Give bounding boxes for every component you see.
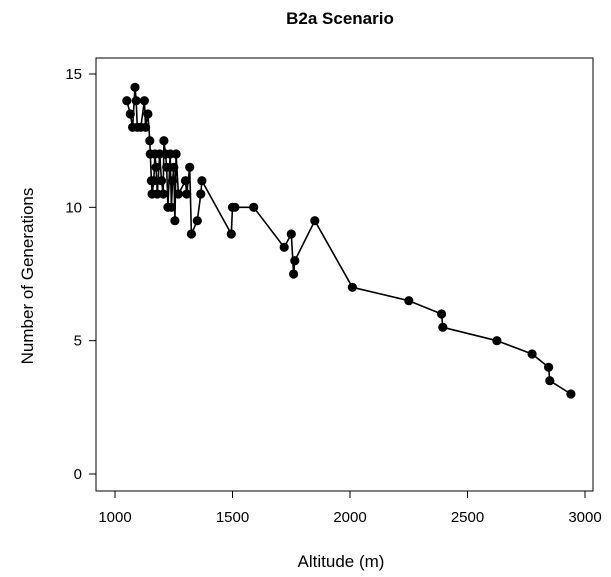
data-point [145, 136, 155, 146]
data-point [125, 109, 135, 119]
data-point [186, 229, 196, 239]
data-point [185, 162, 195, 172]
data-point [347, 282, 357, 292]
data-point [492, 336, 502, 346]
series-line-path [126, 86, 572, 395]
y-axis-label: Number of Generations [18, 188, 37, 365]
data-point [162, 162, 172, 172]
data-point [230, 202, 240, 212]
data-point [279, 242, 289, 252]
data-point [566, 389, 576, 399]
data-point [139, 96, 149, 106]
data-point [290, 256, 300, 266]
data-point [437, 309, 447, 319]
x-tick-label: 2000 [333, 509, 366, 526]
data-point [527, 349, 537, 359]
data-point [131, 96, 141, 106]
data-point [122, 96, 132, 106]
x-tick-label: 3000 [568, 509, 601, 526]
data-point [170, 216, 180, 226]
x-tick-label: 1500 [216, 509, 249, 526]
data-point [249, 202, 259, 212]
y-tick-label: 5 [74, 333, 82, 350]
data-point [156, 176, 167, 186]
data-point [404, 296, 414, 306]
data-point [192, 216, 202, 226]
y-tick-label: 15 [65, 66, 82, 83]
x-axis-label: Altitude (m) [298, 552, 385, 571]
data-point [159, 136, 169, 146]
data-point [197, 176, 207, 186]
y-axis: 0 5 10 15 [65, 66, 97, 483]
data-point [158, 189, 168, 199]
data-point [438, 322, 448, 332]
y-tick-label: 10 [65, 199, 82, 216]
data-point [130, 82, 140, 92]
y-tick-label: 0 [74, 466, 82, 483]
data-point [171, 149, 181, 159]
data-point [166, 202, 176, 212]
data-point [289, 269, 299, 279]
series-line [126, 86, 572, 395]
x-tick-label: 2500 [451, 509, 484, 526]
data-point [545, 376, 555, 386]
data-point [182, 189, 192, 199]
data-point [196, 189, 206, 199]
data-point [180, 176, 191, 186]
data-point [151, 162, 161, 172]
data-point [226, 229, 236, 239]
data-point [143, 109, 153, 119]
data-point [141, 122, 151, 132]
data-point [169, 162, 179, 172]
x-axis: 1000 1500 2000 2500 3000 [98, 490, 602, 526]
data-point [149, 176, 159, 186]
data-point [173, 189, 183, 199]
x-tick-label: 1000 [98, 509, 131, 526]
data-point [286, 229, 296, 239]
data-point [168, 176, 178, 186]
chart-title: B2a Scenario [286, 9, 394, 28]
data-point [310, 216, 320, 226]
data-points [122, 82, 576, 399]
data-point [544, 362, 554, 372]
